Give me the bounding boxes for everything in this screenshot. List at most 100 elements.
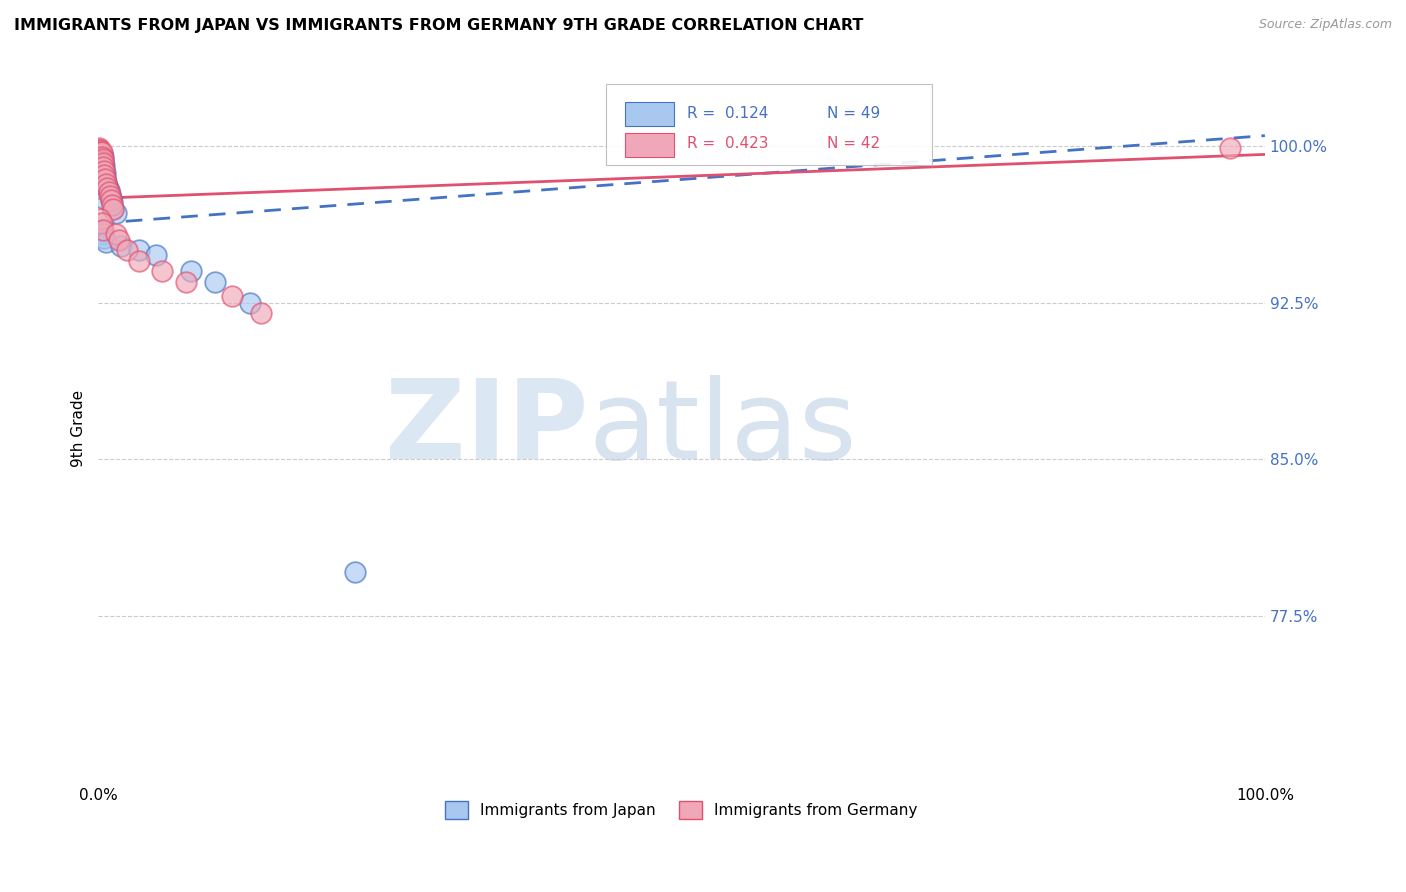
Point (145, 248, 167, 262)
Point (98, 189, 121, 203)
Point (100, 191, 122, 205)
Point (89, 162, 111, 177)
Point (89, 145, 111, 160)
Point (115, 244, 138, 258)
Point (89, 153, 111, 168)
Point (93, 158, 115, 172)
Point (104, 206, 127, 220)
Point (90, 147, 112, 161)
Point (89, 145, 111, 160)
Point (91, 191, 114, 205)
Point (89, 172, 111, 186)
Point (91, 160, 114, 174)
Point (93, 162, 115, 177)
Point (96, 178, 118, 193)
Point (128, 254, 150, 268)
Point (89, 170, 111, 185)
Point (98, 187, 121, 202)
Point (89, 147, 111, 161)
Point (89, 155, 111, 169)
Point (89, 169, 111, 183)
Point (96, 177, 118, 191)
Point (89, 164, 111, 178)
Point (89, 143, 111, 157)
Point (180, 264, 202, 278)
Point (174, 275, 197, 289)
Point (89, 181, 111, 195)
Point (89, 149, 111, 163)
Point (89, 143, 111, 157)
Point (90, 155, 112, 169)
Point (91, 153, 114, 168)
Point (93, 169, 115, 183)
Point (343, 565, 366, 579)
Point (90, 160, 112, 174)
Point (128, 244, 150, 258)
Point (94, 166, 117, 180)
Point (89, 160, 111, 174)
Point (89, 153, 111, 168)
Point (91, 222, 114, 236)
Point (90, 153, 112, 168)
Point (89, 155, 111, 169)
Point (89, 152, 111, 166)
Point (97, 183, 120, 197)
Text: N = 42: N = 42 (827, 136, 880, 152)
Point (96, 175, 118, 189)
Point (204, 275, 226, 289)
Text: R =  0.124: R = 0.124 (688, 106, 769, 121)
Point (89, 143, 111, 157)
Point (91, 155, 114, 169)
Bar (626, 133, 675, 157)
Point (93, 231, 115, 245)
Point (89, 175, 111, 189)
Point (1219, 141, 1241, 155)
Point (96, 235, 118, 249)
Y-axis label: 9th Grade: 9th Grade (72, 390, 86, 467)
Point (221, 289, 243, 303)
Point (89, 147, 111, 161)
Point (94, 172, 117, 186)
Point (108, 233, 131, 247)
Point (239, 295, 262, 310)
Point (101, 197, 124, 211)
Point (91, 152, 114, 166)
Point (89, 152, 111, 166)
Point (97, 185, 120, 199)
Point (89, 212, 111, 227)
Point (93, 164, 115, 178)
Text: atlas: atlas (588, 375, 856, 482)
Point (100, 194, 122, 208)
Legend: Immigrants from Japan, Immigrants from Germany: Immigrants from Japan, Immigrants from G… (439, 796, 924, 825)
Text: Source: ZipAtlas.com: Source: ZipAtlas.com (1258, 18, 1392, 31)
Bar (626, 102, 675, 127)
Point (90, 164, 112, 178)
Point (104, 227, 127, 241)
Point (90, 222, 112, 236)
Point (89, 149, 111, 163)
FancyBboxPatch shape (606, 84, 932, 165)
Point (89, 177, 111, 191)
Point (250, 306, 273, 320)
Point (103, 202, 125, 216)
Point (96, 181, 118, 195)
Point (90, 149, 112, 163)
Point (90, 152, 112, 166)
Text: R =  0.423: R = 0.423 (688, 136, 769, 152)
Point (89, 141, 111, 155)
Point (89, 160, 111, 174)
Point (91, 227, 114, 241)
Point (110, 239, 132, 253)
Text: IMMIGRANTS FROM JAPAN VS IMMIGRANTS FROM GERMANY 9TH GRADE CORRELATION CHART: IMMIGRANTS FROM JAPAN VS IMMIGRANTS FROM… (14, 18, 863, 33)
Point (90, 158, 112, 172)
Point (90, 145, 112, 160)
Point (90, 216, 112, 230)
Point (89, 158, 111, 172)
Text: ZIP: ZIP (385, 375, 588, 482)
Point (94, 170, 117, 185)
Point (89, 158, 111, 172)
Point (89, 166, 111, 180)
Point (103, 202, 125, 216)
Point (91, 149, 114, 163)
Text: N = 49: N = 49 (827, 106, 880, 121)
